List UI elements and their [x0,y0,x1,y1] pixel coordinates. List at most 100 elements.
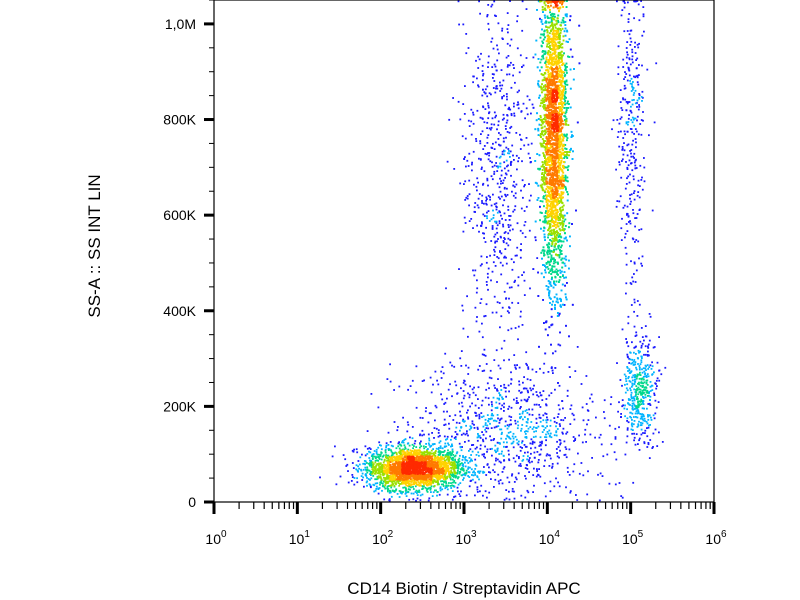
event-dot [503,386,506,389]
event-dot [517,276,520,279]
event-dot [535,426,537,429]
event-dot [635,410,638,413]
event-dot [544,140,547,142]
event-dot [564,88,567,91]
event-dot [407,388,409,391]
event-dot [383,459,386,462]
event-dot [555,238,558,241]
event-dot [626,41,629,43]
event-dot [548,294,550,297]
event-dot [559,213,562,215]
event-dot [564,74,567,76]
event-dot [531,440,534,443]
event-dot [642,413,645,416]
event-dot [369,471,372,473]
event-dot [629,128,632,130]
event-dot [633,398,636,400]
event-dot [511,268,514,271]
event-dot [621,217,623,220]
event-dot [465,494,468,497]
event-dot [628,58,631,61]
event-dot [632,155,635,158]
event-dot [542,390,545,392]
event-dot [646,379,649,382]
event-dot [465,469,468,472]
event-dot [437,448,440,450]
event-dot [565,72,568,74]
event-dot [639,123,642,125]
event-dot [510,406,513,409]
event-dot [479,264,482,267]
event-dot [554,24,556,27]
event-dot [468,125,471,127]
event-dot [434,451,436,454]
event-dot [532,56,535,59]
event-dot [560,210,562,213]
event-dot [638,351,640,354]
event-dot [480,52,482,55]
event-dot [486,272,489,275]
event-dot [635,167,638,169]
event-dot [503,498,506,501]
event-dot [550,267,553,270]
event-dot [630,119,633,121]
event-dot [552,15,555,18]
event-dot [516,420,519,423]
event-dot [387,454,390,457]
event-dot [428,437,430,440]
event-dot [543,205,545,208]
event-dot [509,229,511,232]
event-dot [539,135,542,137]
event-dot [540,99,543,102]
event-dot [628,57,631,60]
event-dot [480,255,483,258]
event-dot [537,80,540,83]
event-dot [446,452,449,454]
event-dot [407,490,410,493]
event-dot [534,236,537,239]
event-dot [528,413,531,416]
event-dot [462,456,464,459]
event-dot [542,264,544,266]
event-dot [401,482,404,485]
event-dot [569,149,572,151]
event-dot [489,435,491,438]
event-dot [486,215,488,217]
event-dot [559,208,561,210]
event-dot [427,499,430,502]
event-dot [637,398,639,400]
event-dot [491,73,494,75]
event-dot [500,433,503,435]
event-dot [589,397,591,400]
event-dot [563,98,566,100]
event-dot [630,397,633,400]
event-dot [553,283,556,285]
event-dot [542,299,544,301]
event-dot [543,249,546,252]
event-dot [405,484,408,487]
event-dot [626,62,628,65]
event-dot [540,102,542,105]
event-dot [636,74,639,77]
event-dot [561,206,564,208]
event-dot [443,403,446,405]
event-dot [626,79,629,82]
event-dot [508,219,511,221]
event-dot [641,90,644,93]
event-dot [493,80,496,82]
event-dot [520,415,523,418]
event-dot [655,379,658,382]
event-dot [481,336,484,339]
event-dot [393,484,396,487]
event-dot [498,397,500,400]
event-dot [408,485,411,488]
event-dot [375,488,378,490]
event-dot [541,6,544,8]
event-dot [644,432,646,434]
event-dot [461,304,464,307]
event-dot [541,131,543,133]
event-dot [539,475,542,478]
event-dot [481,166,483,169]
event-dot [498,210,501,213]
event-dot [629,351,631,354]
